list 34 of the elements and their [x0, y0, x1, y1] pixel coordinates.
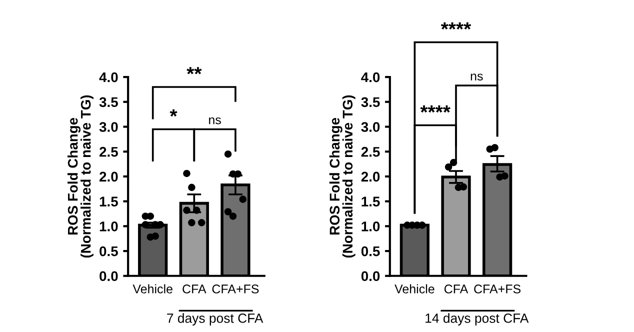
y-tick-label: 0.0 — [361, 271, 380, 282]
text: ** — [186, 67, 202, 74]
y-tick-label: 2.0 — [100, 172, 118, 182]
text: 14 days post CFA — [426, 313, 529, 326]
y-tick-label: 3.0 — [361, 122, 380, 132]
y-tick-label: 1.5 — [362, 196, 380, 206]
annotation: * — [170, 109, 178, 117]
annotation: ns — [209, 117, 221, 124]
x-tick-label: CFA — [444, 284, 468, 294]
x-tick-label: Vehicle — [132, 284, 172, 294]
y-axis-title: ROS Fold Change (Normalized to naive TG) — [329, 95, 356, 258]
annotation: ns — [470, 74, 483, 81]
y-axis-title: ROS Fold Change (Normalized to naive TG) — [68, 95, 94, 258]
x-tick-label: CFA+FS — [212, 284, 259, 294]
x-tick-label: Vehicle — [394, 284, 434, 294]
y-tick-label: 2.5 — [361, 146, 380, 157]
x-tick-label: CFA+FS — [474, 284, 521, 294]
y-tick-label: 3.0 — [99, 122, 118, 132]
y-tick-label: 1.5 — [100, 196, 118, 206]
y-tick-label: 0.0 — [100, 271, 118, 282]
y-tick-label: 3.5 — [99, 97, 118, 108]
y-tick-label: 4.0 — [361, 72, 380, 82]
y-tick-label: 1.0 — [362, 222, 380, 232]
y-tick-label: 3.5 — [361, 97, 380, 108]
y-tick-label: 2.0 — [361, 172, 380, 182]
annotation: **** — [420, 105, 450, 113]
y-tick-label: 1.0 — [100, 222, 118, 232]
y-tick-label: 0.5 — [361, 246, 380, 256]
y-tick-label: 4.0 — [99, 72, 118, 82]
y-tick-label: 2.5 — [100, 146, 118, 157]
text: **** — [440, 22, 472, 30]
text: 7 days post CFA — [167, 313, 264, 326]
x-tick-label: CFA — [182, 284, 206, 294]
y-tick-label: 0.5 — [100, 246, 118, 256]
